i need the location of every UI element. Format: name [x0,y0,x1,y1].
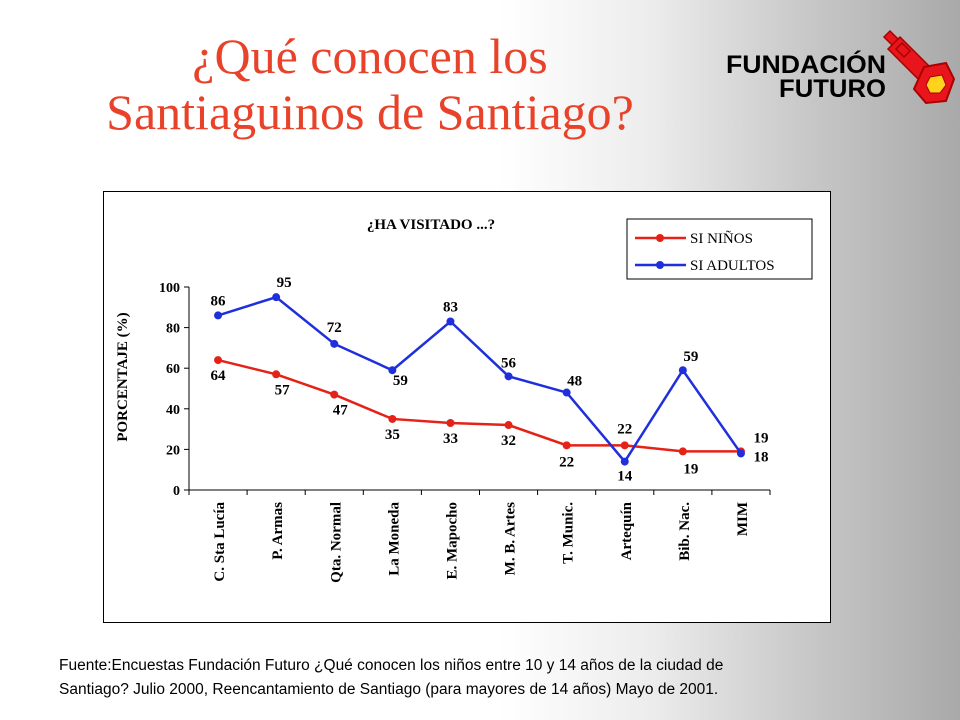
logo-text-line-2: FUTURO [779,75,886,103]
point-ninos [272,370,281,379]
chart-panel: ¿HA VISITADO ...? PORCENTAJE (%) SI NIÑO… [103,191,831,623]
point-adultos [214,311,223,320]
data-label-adultos: 56 [501,355,517,371]
point-ninos [214,356,223,365]
line-chart: ¿HA VISITADO ...? PORCENTAJE (%) SI NIÑO… [115,217,813,583]
line-series-ninos [217,358,741,453]
data-label-adultos: 72 [327,320,342,336]
data-label-ninos: 19 [753,430,768,446]
data-label-ninos: 19 [683,461,698,477]
legend-box [626,218,813,280]
point-ninos [388,414,397,423]
x-tick-label: La Moneda [386,502,402,576]
slide-title-line-2: Santiaguinos de Santiago? [106,84,634,140]
data-label-adultos: 59 [683,349,698,365]
legend-marker-ninos [656,234,664,242]
point-ninos [562,441,571,450]
data-label-adultos: 14 [617,469,633,485]
point-adultos [272,293,281,302]
key-icon [882,29,956,105]
source-note-line-1: Fuente:Encuestas Fundación Futuro ¿Qué c… [59,657,724,674]
x-tick-label: M. B. Artes [503,502,519,575]
legend-label-adultos: SI ADULTOS [690,258,775,274]
data-label-ninos: 22 [617,421,632,437]
data-label-adultos: 95 [277,275,292,291]
point-adultos [678,366,687,375]
point-adultos [330,339,339,348]
data-label-ninos: 35 [385,427,400,443]
x-tick-label: P. Armas [270,502,286,560]
x-tick-label: C. Sta Lucía [212,502,228,582]
data-label-adultos: 86 [211,293,227,309]
x-tick-label: MIM [735,502,751,536]
point-ninos [330,390,339,399]
logo-text-line-1: FUNDACIÓN [726,49,886,79]
fundacion-futuro-logo: FUNDACIÓN FUTURO [722,25,957,110]
slide-title-line-1: ¿Qué conocen los [192,28,548,84]
y-tick-label: 100 [159,281,180,296]
chart-title: ¿HA VISITADO ...? [367,217,495,233]
data-label-ninos: 32 [501,433,516,449]
point-ninos [504,421,513,430]
point-adultos [446,317,455,326]
source-note-line-2: Santiago? Julio 2000, Reencantamiento de… [59,681,719,698]
y-axis-label: PORCENTAJE (%) [115,312,131,441]
point-ninos [678,447,687,456]
point-ninos [620,441,629,450]
data-label-ninos: 33 [443,431,458,447]
data-label-ninos: 22 [559,454,574,470]
point-ninos [446,419,455,428]
legend-marker-adultos [656,261,664,269]
y-tick-label: 0 [173,484,180,499]
x-tick-label: T. Munic. [561,502,577,564]
slide-title: ¿Qué conocen los Santiaguinos de Santiag… [0,28,740,140]
source-note: Fuente:Encuestas Fundación Futuro ¿Qué c… [59,654,939,702]
data-label-ninos: 64 [211,368,227,384]
x-tick-label: Artequín [619,501,635,560]
y-tick-label: 80 [166,322,180,337]
point-adultos [620,457,629,466]
data-label-adultos: 48 [567,374,582,390]
y-tick-label: 40 [166,403,180,418]
point-adultos [736,449,745,458]
point-adultos [562,388,571,397]
point-adultos [388,366,397,375]
x-tick-label: Bib. Nac. [677,502,693,561]
x-tick-label: Qta. Normal [328,502,344,583]
legend-label-ninos: SI NIÑOS [690,231,753,247]
plot-area: 0 20 40 60 80 100 C. Sta Lucía P. Armas Qta. Nor… [159,275,771,583]
legend: SI NIÑOS SI ADULTOS [626,218,813,280]
data-label-ninos: 47 [333,403,349,419]
data-label-adultos: 18 [753,449,768,465]
point-adultos [504,372,513,381]
data-label-adultos: 59 [393,373,408,389]
line-series-adultos [217,295,742,464]
data-label-adultos: 83 [443,300,458,316]
x-tick-label: E. Mapocho [444,502,460,580]
y-tick-label: 20 [166,443,180,458]
data-label-ninos: 57 [275,382,291,398]
y-tick-label: 60 [166,362,180,377]
logo-graphic: FUNDACIÓN FUTURO [726,29,956,105]
